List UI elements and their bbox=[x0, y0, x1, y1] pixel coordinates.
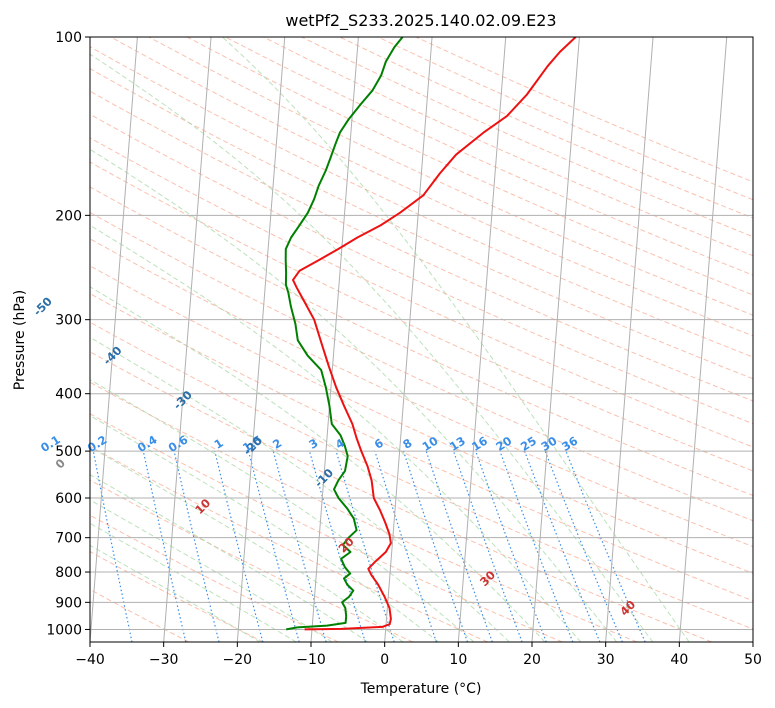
x-tick-label: −40 bbox=[75, 652, 105, 668]
y-axis-label: Pressure (hPa) bbox=[12, 290, 28, 390]
dry-adiabat-line bbox=[90, 321, 753, 630]
dry-adiabat-line bbox=[90, 238, 753, 548]
y-axis: 100 200 300 400 500 600 700 800 900 1000 bbox=[46, 30, 90, 638]
x-tick-label: 50 bbox=[744, 652, 762, 668]
chart-title: wetPf2_S233.2025.140.02.09.E23 bbox=[285, 11, 556, 31]
moist-adiabat-line bbox=[90, 474, 368, 642]
isotherm-line bbox=[384, 37, 433, 642]
plot-frame bbox=[89, 36, 754, 643]
x-tick-label: 20 bbox=[523, 652, 541, 668]
y-tick-label: 800 bbox=[55, 565, 82, 581]
dry-adiabat-line bbox=[90, 137, 753, 448]
dry-adiabat-line bbox=[148, 37, 753, 316]
y-tick-label: 900 bbox=[55, 595, 82, 611]
isotherm-line bbox=[236, 37, 286, 642]
x-tick-label: 30 bbox=[597, 652, 615, 668]
isotherm-line bbox=[678, 37, 728, 642]
moist-adiabat-line bbox=[222, 37, 690, 642]
background-lines bbox=[90, 37, 753, 642]
dry-adiabat-line bbox=[186, 37, 753, 296]
dry-adiabat-line bbox=[90, 211, 753, 522]
x-tick-label: 10 bbox=[449, 652, 467, 668]
y-tick-label: 1000 bbox=[46, 622, 82, 638]
y-tick-label: 400 bbox=[55, 387, 82, 403]
isotherm-line bbox=[163, 37, 212, 642]
dry-adiabat-line bbox=[90, 293, 753, 602]
moist-adiabat-line bbox=[90, 286, 546, 642]
dry-adiabat-line bbox=[110, 37, 753, 337]
dry-adiabat-line bbox=[90, 161, 753, 472]
moist-adiabat-line bbox=[90, 379, 475, 642]
mixing-ratio-line bbox=[425, 450, 493, 642]
y-tick-label: 600 bbox=[55, 491, 82, 507]
isotherm-line bbox=[90, 37, 138, 642]
x-tick-label: −30 bbox=[149, 652, 179, 668]
isotherm-line bbox=[310, 37, 359, 642]
isotherm-line bbox=[531, 37, 580, 642]
mixing-ratio-line bbox=[565, 450, 646, 642]
dry-adiabat-line bbox=[90, 588, 190, 642]
mixing-ratio-line bbox=[142, 450, 187, 642]
y-tick-label: 200 bbox=[55, 208, 82, 224]
y-tick-label: 100 bbox=[55, 30, 82, 46]
moist-adiabat-line bbox=[90, 544, 261, 642]
x-tick-label: −10 bbox=[296, 652, 326, 668]
dewpoint-profile-line bbox=[284, 37, 404, 631]
temperature-profile-line bbox=[292, 37, 577, 631]
y-tick-label: 500 bbox=[55, 444, 82, 460]
x-axis: −40 −30 −20 −10 0 10 20 30 40 50 bbox=[75, 642, 762, 668]
mixing-ratio-line bbox=[452, 450, 523, 642]
dry-adiabat-line bbox=[90, 186, 753, 497]
data-lines bbox=[284, 37, 577, 631]
mixing-ratio-line bbox=[92, 450, 133, 642]
moist-adiabat-line bbox=[90, 522, 297, 642]
moist-adiabat-line bbox=[90, 446, 404, 642]
y-tick-label: 700 bbox=[55, 531, 82, 547]
isotherm-line bbox=[457, 37, 507, 642]
moist-adiabat-line bbox=[90, 53, 654, 642]
grid-lines bbox=[90, 37, 753, 642]
mixing-ratio-line bbox=[173, 450, 220, 642]
dry-adiabat-line bbox=[90, 413, 563, 642]
moist-adiabat-line bbox=[90, 415, 439, 642]
x-tick-label: 0 bbox=[380, 652, 389, 668]
dry-adiabat-line bbox=[90, 514, 339, 642]
mixing-ratio-line bbox=[475, 450, 547, 642]
mixing-ratio-line bbox=[247, 450, 300, 642]
y-tick-label: 300 bbox=[55, 313, 82, 329]
moist-adiabat-line bbox=[90, 336, 510, 642]
x-axis-label: Temperature (°C) bbox=[360, 681, 482, 697]
dry-adiabat-line bbox=[90, 381, 638, 642]
x-tick-label: −20 bbox=[223, 652, 253, 668]
mixing-ratio-line bbox=[214, 450, 264, 642]
x-tick-label: 40 bbox=[670, 652, 688, 668]
mixing-ratio-line bbox=[402, 450, 469, 642]
moist-adiabat-line bbox=[90, 499, 333, 642]
mixing-ratio-line bbox=[544, 450, 623, 642]
isotherm-line bbox=[605, 37, 654, 642]
